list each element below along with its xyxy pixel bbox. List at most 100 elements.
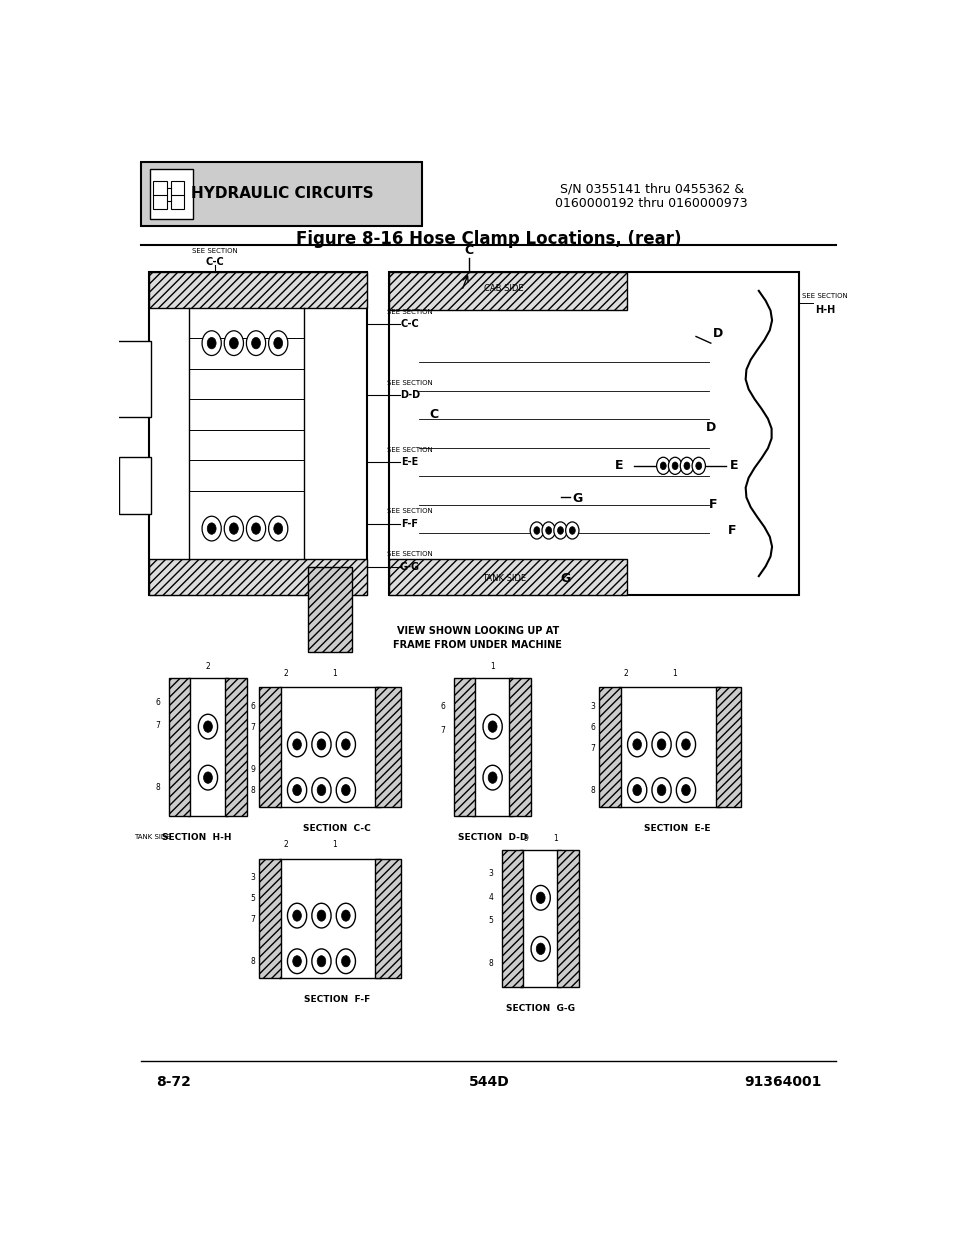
Circle shape	[557, 526, 563, 535]
Circle shape	[531, 936, 550, 961]
Circle shape	[335, 948, 355, 973]
Bar	[389, 272, 799, 595]
Bar	[188, 678, 228, 816]
Text: 8: 8	[590, 785, 595, 794]
Text: 2: 2	[623, 668, 628, 678]
Bar	[389, 272, 626, 310]
Circle shape	[229, 337, 238, 348]
Text: C: C	[429, 408, 437, 421]
Circle shape	[679, 457, 693, 474]
Text: 7: 7	[250, 915, 254, 924]
Circle shape	[224, 331, 243, 356]
Circle shape	[530, 522, 543, 538]
Text: E: E	[729, 459, 738, 472]
Text: SECTION  C-C: SECTION C-C	[303, 824, 371, 832]
Bar	[108, 341, 151, 417]
Text: SECTION  F-F: SECTION F-F	[304, 995, 370, 1004]
Text: 3: 3	[590, 701, 595, 711]
Circle shape	[316, 739, 325, 750]
Bar	[472, 678, 513, 816]
Text: G-G: G-G	[399, 562, 419, 572]
Circle shape	[672, 462, 678, 469]
Bar	[519, 850, 560, 988]
Text: SECTION  H-H: SECTION H-H	[162, 832, 232, 842]
Circle shape	[198, 714, 217, 739]
Text: 3: 3	[250, 873, 254, 882]
Bar	[278, 688, 381, 808]
Circle shape	[287, 732, 306, 757]
Text: VIEW SHOWN LOOKING UP AT: VIEW SHOWN LOOKING UP AT	[396, 626, 558, 636]
Circle shape	[691, 457, 704, 474]
Circle shape	[252, 337, 260, 348]
Text: Figure 8-16 Hose Clamp Locations, (rear): Figure 8-16 Hose Clamp Locations, (rear)	[295, 231, 681, 248]
Circle shape	[269, 331, 288, 356]
Bar	[171, 180, 184, 209]
Circle shape	[203, 721, 213, 732]
Circle shape	[312, 948, 331, 973]
Bar	[258, 688, 280, 808]
Circle shape	[202, 516, 221, 541]
Text: 6: 6	[250, 701, 254, 711]
Text: E-E: E-E	[401, 457, 418, 467]
Circle shape	[488, 772, 497, 783]
Text: 0160000192 thru 0160000973: 0160000192 thru 0160000973	[555, 196, 747, 210]
Text: SEE SECTION: SEE SECTION	[387, 380, 433, 387]
Circle shape	[229, 522, 238, 535]
Bar	[224, 678, 247, 816]
Bar	[97, 369, 112, 408]
Circle shape	[316, 784, 325, 795]
Bar	[153, 180, 167, 209]
Text: 8: 8	[250, 785, 254, 794]
Circle shape	[274, 522, 282, 535]
Text: C-C: C-C	[400, 319, 418, 329]
Circle shape	[335, 778, 355, 803]
Text: D: D	[705, 421, 715, 433]
Text: F: F	[708, 498, 717, 511]
Text: SEE SECTION: SEE SECTION	[387, 509, 433, 515]
Circle shape	[287, 903, 306, 927]
Circle shape	[531, 885, 550, 910]
Circle shape	[676, 778, 695, 803]
Circle shape	[659, 462, 665, 469]
Circle shape	[274, 337, 282, 348]
Circle shape	[627, 732, 646, 757]
Circle shape	[287, 948, 306, 973]
Text: SEE SECTION: SEE SECTION	[387, 447, 433, 453]
Circle shape	[545, 526, 551, 535]
Circle shape	[341, 956, 350, 967]
Text: 7: 7	[155, 721, 160, 730]
Text: SECTION  E-E: SECTION E-E	[643, 824, 710, 832]
Circle shape	[627, 778, 646, 803]
Bar	[598, 688, 620, 808]
Text: 7: 7	[590, 743, 595, 753]
Circle shape	[683, 462, 689, 469]
Circle shape	[312, 732, 331, 757]
Circle shape	[668, 457, 681, 474]
Text: H-H: H-H	[815, 305, 835, 315]
Text: C-C: C-C	[206, 257, 225, 267]
Circle shape	[293, 784, 301, 795]
Text: SEE SECTION: SEE SECTION	[387, 551, 433, 557]
Circle shape	[335, 903, 355, 927]
Circle shape	[681, 784, 690, 795]
Circle shape	[657, 784, 665, 795]
Bar	[509, 678, 531, 816]
Circle shape	[632, 739, 640, 750]
Circle shape	[341, 910, 350, 921]
Circle shape	[316, 956, 325, 967]
Circle shape	[554, 522, 566, 538]
Circle shape	[651, 778, 671, 803]
Bar	[618, 688, 720, 808]
Text: 6: 6	[155, 698, 160, 706]
Text: 2: 2	[283, 840, 288, 848]
Text: 1: 1	[332, 668, 336, 678]
Text: 5: 5	[250, 894, 254, 903]
Circle shape	[293, 739, 301, 750]
Bar	[141, 162, 422, 226]
Circle shape	[536, 944, 544, 955]
Text: 8: 8	[488, 960, 493, 968]
Circle shape	[656, 457, 669, 474]
Text: D-D: D-D	[399, 390, 419, 400]
Circle shape	[341, 739, 350, 750]
Circle shape	[203, 772, 213, 783]
